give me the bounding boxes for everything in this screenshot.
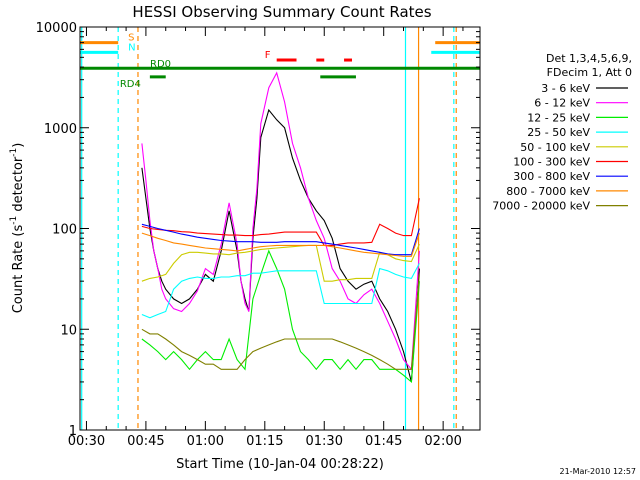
y-axis-ticks: 1 10 100 1000 10000 [36, 21, 480, 439]
y-tick-label-10000: 10000 [36, 21, 77, 36]
series-line-12-25-kev [141, 249, 420, 384]
flag-label-n: N [128, 42, 135, 53]
x-tick-label-30: 00:30 [68, 434, 105, 449]
legend-header-line2: FDecim 1, Att 0 [547, 66, 632, 79]
y-axis-label-main: Count Rate (s [11, 225, 26, 314]
series-line-300-800-kev [141, 223, 420, 256]
flag-label-f: F [265, 50, 271, 61]
x-tick-label-120: 02:00 [424, 434, 461, 449]
x-tick-label-105: 01:45 [365, 434, 402, 449]
series-line-6-12-kev [141, 71, 420, 371]
x-axis-label: Start Time (10-Jan-04 00:28:22) [176, 457, 384, 472]
y-tick-label-100: 100 [52, 223, 77, 238]
x-tick-label-75: 01:15 [246, 434, 283, 449]
legend-label-12-25-kev: 12 - 25 keV [527, 111, 590, 124]
y-tick-label-1000: 1000 [44, 122, 77, 137]
legend: Det 1,3,4,5,6,9, FDecim 1, Att 0 3 - 6 k… [492, 52, 632, 213]
legend-label-100-300-kev: 100 - 300 keV [513, 156, 590, 169]
legend-label-800-7000-kev: 800 - 7000 keV [506, 185, 590, 198]
x-tick-label-45: 00:45 [127, 434, 164, 449]
y-axis-label-mid: detector [11, 156, 26, 216]
x-axis-ticks: 00:30 00:45 01:00 01:15 01:30 01:45 02:00 [68, 27, 464, 449]
y-axis-label: Count Rate (s-1 detector-1) [9, 143, 26, 314]
legend-label-300-800-kev: 300 - 800 keV [513, 170, 590, 183]
series-line-50-100-kev [141, 243, 420, 282]
flag-label-rd4: RD4 [120, 79, 141, 90]
series-line-800-7000-kev [141, 232, 420, 257]
series-line-7000-20000-kev [141, 274, 420, 370]
timestamp-footer: 21-Mar-2010 12:57 [560, 467, 637, 476]
x-tick-label-60: 01:00 [187, 434, 224, 449]
legend-label-50-100-kev: 50 - 100 keV [520, 141, 590, 154]
flag-label-rd0: RD0 [150, 59, 171, 70]
legend-label-7000-20000-kev: 7000 - 20000 keV [492, 200, 590, 213]
series-line-3-6-kev [141, 108, 420, 383]
status-flags: SN RD0 RD4 F [80, 33, 480, 90]
legend-header-line1: Det 1,3,4,5,6,9, [546, 52, 632, 65]
y-tick-label-10: 10 [60, 323, 77, 338]
y-tick-label-1: 1 [69, 424, 77, 439]
flag-label-s: S [128, 33, 134, 44]
series-line-100-300-kev [141, 198, 420, 246]
series-lines [141, 71, 420, 384]
chart-title: HESSI Observing Summary Count Rates [132, 3, 431, 21]
vertical-markers [81, 27, 457, 430]
series-line-25-50-kev [141, 263, 420, 319]
y-axis-label-sup1: -1 [9, 216, 19, 225]
legend-label-25-50-kev: 25 - 50 keV [527, 126, 590, 139]
legend-label-6-12-kev: 6 - 12 keV [534, 97, 590, 110]
legend-label-3-6-kev: 3 - 6 keV [541, 82, 590, 95]
x-tick-label-90: 01:30 [306, 434, 343, 449]
y-axis-label-sup2: -1 [9, 148, 19, 157]
y-axis-label-end: ) [11, 143, 26, 148]
